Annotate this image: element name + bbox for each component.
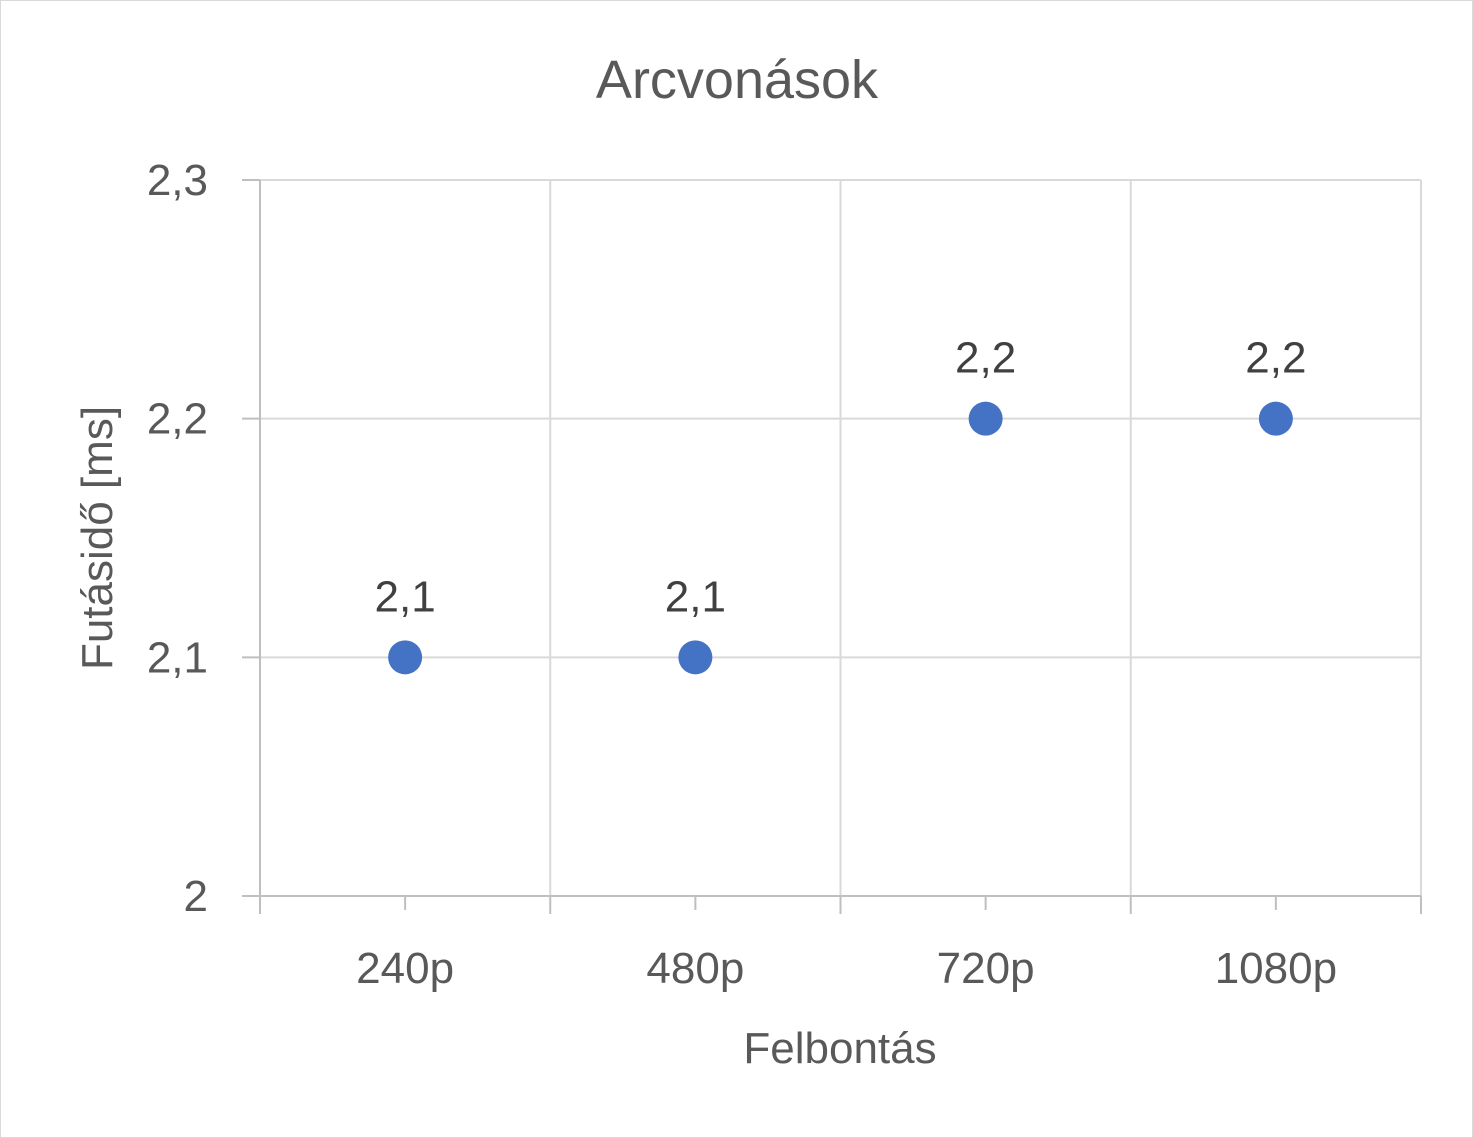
y-tick-label: 2,3 — [147, 156, 208, 205]
data-point — [678, 640, 713, 675]
gridlines — [260, 179, 1422, 896]
axes — [242, 179, 1422, 914]
data-point — [1258, 401, 1293, 436]
data-label: 2,2 — [1245, 334, 1306, 383]
y-tick-label: 2 — [184, 872, 208, 921]
data-points — [388, 401, 1293, 675]
x-tick-label: 720p — [937, 944, 1035, 993]
x-tick-label: 1080p — [1215, 944, 1337, 993]
y-tick-label: 2,1 — [147, 633, 208, 682]
x-axis-title: Felbontás — [743, 1024, 936, 1073]
y-tick-label: 2,2 — [147, 395, 208, 444]
data-label: 2,2 — [955, 334, 1016, 383]
y-tick-labels: 2 2,1 2,2 2,3 — [147, 156, 208, 921]
data-labels: 2,1 2,1 2,2 2,2 — [375, 334, 1307, 622]
chart-title: Arcvonások — [596, 50, 879, 110]
x-tick-label: 480p — [646, 944, 744, 993]
data-point — [388, 640, 423, 675]
y-axis-title: Futásidő [ms] — [73, 406, 122, 670]
x-tick-labels: 240p 480p 720p 1080p — [356, 944, 1337, 993]
data-label: 2,1 — [665, 572, 726, 621]
x-tick-label: 240p — [356, 944, 454, 993]
data-point — [968, 401, 1003, 436]
data-label: 2,1 — [375, 572, 436, 621]
